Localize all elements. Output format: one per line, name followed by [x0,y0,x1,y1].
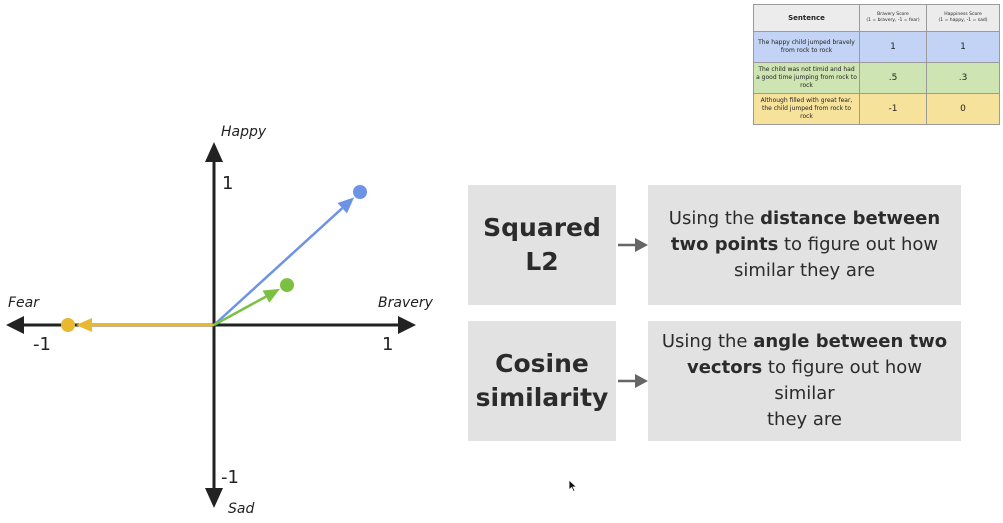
l2-desc-line3: similar they are [733,260,876,281]
row-bravery-score: -1 [859,93,927,125]
row-happiness-score: .3 [926,62,1000,94]
l2-desc-bold2: two points [670,234,779,255]
squared-l2-title-line1: Squared [483,213,601,242]
green-vector-arrowhead [262,288,280,303]
cosine-arrow-icon [618,374,648,388]
green-vector-point [280,278,294,293]
x-negative-tick: -1 [33,334,51,355]
cosine-title-line2: similarity [475,383,609,412]
green-vector-line [213,295,267,327]
table-header-row: Sentence Bravery Score (1 = bravery, -1 … [753,4,1000,32]
cosine-desc-bold2: vectors [686,357,763,378]
table-row: Although filled with great fear, the chi… [753,93,1000,125]
cosine-similarity-description: Using the angle between two vectors to f… [648,321,961,441]
x-axis-right-arrowhead [398,316,416,334]
y-axis-bottom-arrowhead [205,488,223,508]
y-axis-top-arrowhead [205,142,223,162]
y-negative-tick: -1 [221,467,239,488]
x-axis-left-arrowhead [6,316,24,334]
squared-l2-title-line2: L2 [525,247,559,276]
happy-axis-label: Happy [221,124,267,140]
row-sentence: Although filled with great fear, the chi… [753,93,860,125]
happiness-header: Happiness Score (1 = happy, -1 = sad) [926,4,1000,32]
cosine-title-line1: Cosine [495,349,589,378]
row-happiness-score: 1 [926,31,1000,63]
bravery-axis-label: Bravery [378,295,434,311]
squared-l2-description: Using the distance between two points to… [648,185,961,305]
yellow-vector-point [61,318,75,332]
score-table: Sentence Bravery Score (1 = bravery, -1 … [753,4,1000,125]
happiness-header-title: Happiness Score [944,12,982,17]
blue-vector-line [213,207,344,326]
y-positive-tick: 1 [222,173,233,194]
l2-desc-pre: Using the [668,208,761,229]
row-bravery-score: .5 [859,62,927,94]
cosine-desc-bold1: angle between two [753,331,948,352]
bravery-header-title: Bravery Score [877,12,909,17]
squared-l2-arrow-icon [618,238,648,252]
sentence-header: Sentence [753,4,860,32]
row-sentence: The child was not timid and had a good t… [753,62,860,94]
vectors [61,185,367,332]
sad-axis-label: Sad [228,501,254,517]
happiness-header-sub: (1 = happy, -1 = sad) [938,18,988,23]
x-positive-tick: 1 [382,334,393,355]
bravery-header: Bravery Score (1 = bravery, -1 = fear) [859,4,927,32]
cosine-desc-post: to figure out how similar [762,357,923,404]
blue-vector-arrowhead [337,197,355,214]
cosine-desc-pre: Using the [661,331,754,352]
row-sentence: The happy child jumped bravely from rock… [753,31,860,63]
squared-l2-box: Squared L2 [468,185,616,305]
row-bravery-score: 1 [859,31,927,63]
yellow-vector-arrowhead [76,318,92,332]
vector-diagram: Happy Sad Fear Bravery 1 -1 -1 1 [6,124,434,517]
row-happiness-score: 0 [926,93,1000,125]
table-row: The child was not timid and had a good t… [753,62,1000,94]
bravery-header-sub: (1 = bravery, -1 = fear) [866,18,920,23]
l2-desc-post: to figure out how [778,234,939,255]
blue-vector-point [353,185,367,199]
mouse-cursor-icon [568,479,578,493]
l2-desc-bold1: distance between [760,208,941,229]
table-row: The happy child jumped bravely from rock… [753,31,1000,63]
cosine-similarity-box: Cosine similarity [468,321,616,441]
fear-axis-label: Fear [8,295,40,311]
cosine-desc-line3: they are [766,409,843,430]
